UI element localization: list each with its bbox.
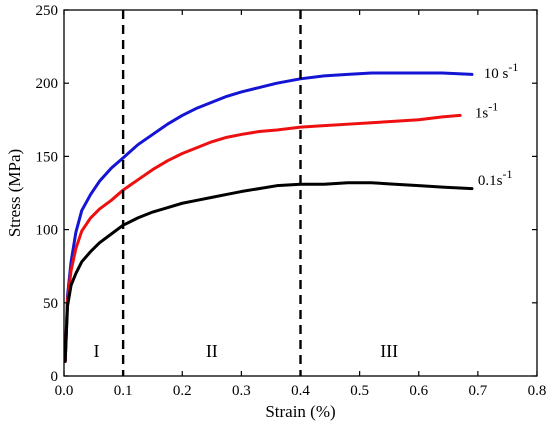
y-tick-label: 250 — [36, 3, 59, 19]
series-labels: 10 s-1 1s-1 0.1s-1 — [475, 60, 518, 189]
x-tick-label: 0.7 — [469, 383, 488, 399]
region-label: I — [94, 341, 100, 361]
region-label: III — [380, 341, 398, 361]
region-label: II — [206, 341, 218, 361]
tick-labels: 0.0 0.1 0.2 0.3 0.4 0.5 0.6 0.7 0.8 0 50 100 150 200 2… — [36, 3, 547, 399]
series-lines — [63, 71, 474, 363]
y-tick-label: 100 — [36, 223, 59, 239]
series-label: 1s-1 — [475, 99, 498, 121]
region-labels: I II III — [94, 341, 399, 361]
x-tick-label: 0.6 — [409, 383, 428, 399]
series-line-1 — [63, 113, 462, 363]
y-tick-label: 150 — [36, 149, 59, 165]
x-tick-label: 0.2 — [173, 383, 192, 399]
series-line-2 — [63, 181, 474, 363]
y-tick-label: 200 — [36, 76, 59, 92]
y-tick-label: 50 — [43, 296, 58, 312]
series-label: 0.1s-1 — [478, 167, 513, 189]
series-line-0 — [63, 71, 474, 363]
y-axis-label: Stress (MPa) — [5, 149, 24, 237]
x-axis-label: Strain (%) — [265, 402, 335, 421]
x-tick-label: 0.3 — [232, 383, 251, 399]
x-tick-label: 0.5 — [350, 383, 369, 399]
y-tick-label: 0 — [51, 369, 59, 385]
region-dividers — [121, 10, 302, 376]
x-tick-label: 0.4 — [291, 383, 310, 399]
x-tick-label: 0.8 — [528, 383, 547, 399]
series-label: 10 s-1 — [484, 60, 519, 82]
x-tick-label: 0.1 — [114, 383, 133, 399]
axis-ticks — [63, 9, 538, 377]
x-tick-label: 0.0 — [55, 383, 74, 399]
